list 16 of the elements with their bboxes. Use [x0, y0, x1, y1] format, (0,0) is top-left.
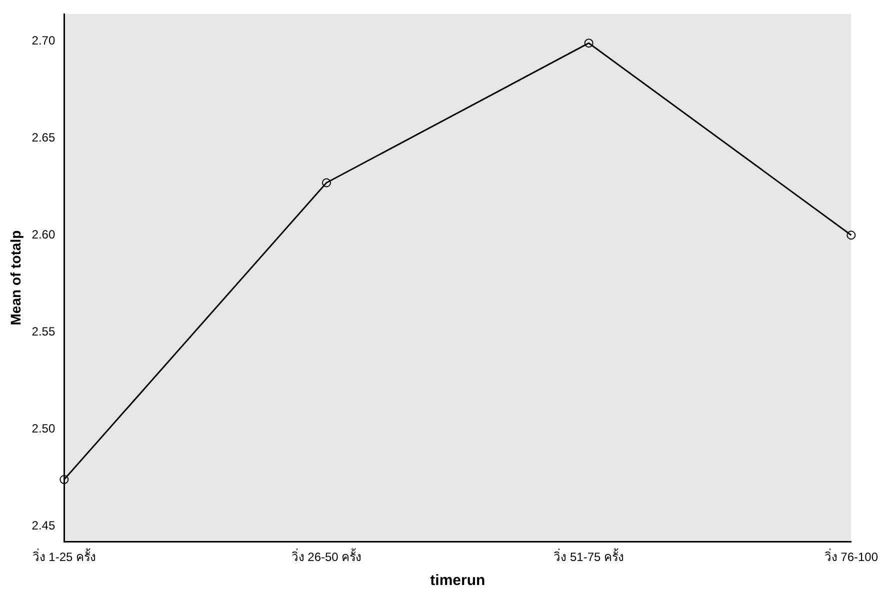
x-tick-label: วิ่ง 76-100 [824, 548, 878, 564]
point [322, 178, 331, 188]
x-axis-title: timerun [430, 572, 486, 590]
y-tick-label: 2.65 [32, 130, 56, 144]
x-tick-label: วิ่ง 1-25 ครั้ง [32, 548, 96, 564]
point [584, 38, 594, 48]
x-tick-label: วิ่ง 26-50 ครั้ง [291, 548, 362, 564]
y-axis-title: Mean of totalp [7, 230, 24, 326]
point [846, 230, 856, 240]
x-tick-label: วิ่ง 51-75 ครั้ง [554, 548, 624, 564]
point [60, 475, 69, 484]
y-tick-label: 2.70 [32, 33, 56, 48]
y-tick-label: 2.50 [32, 421, 56, 436]
y-tick-label: 2.60 [32, 227, 56, 242]
y-tick-label: 2.45 [32, 518, 56, 532]
y-tick-label: 2.55 [32, 324, 56, 338]
